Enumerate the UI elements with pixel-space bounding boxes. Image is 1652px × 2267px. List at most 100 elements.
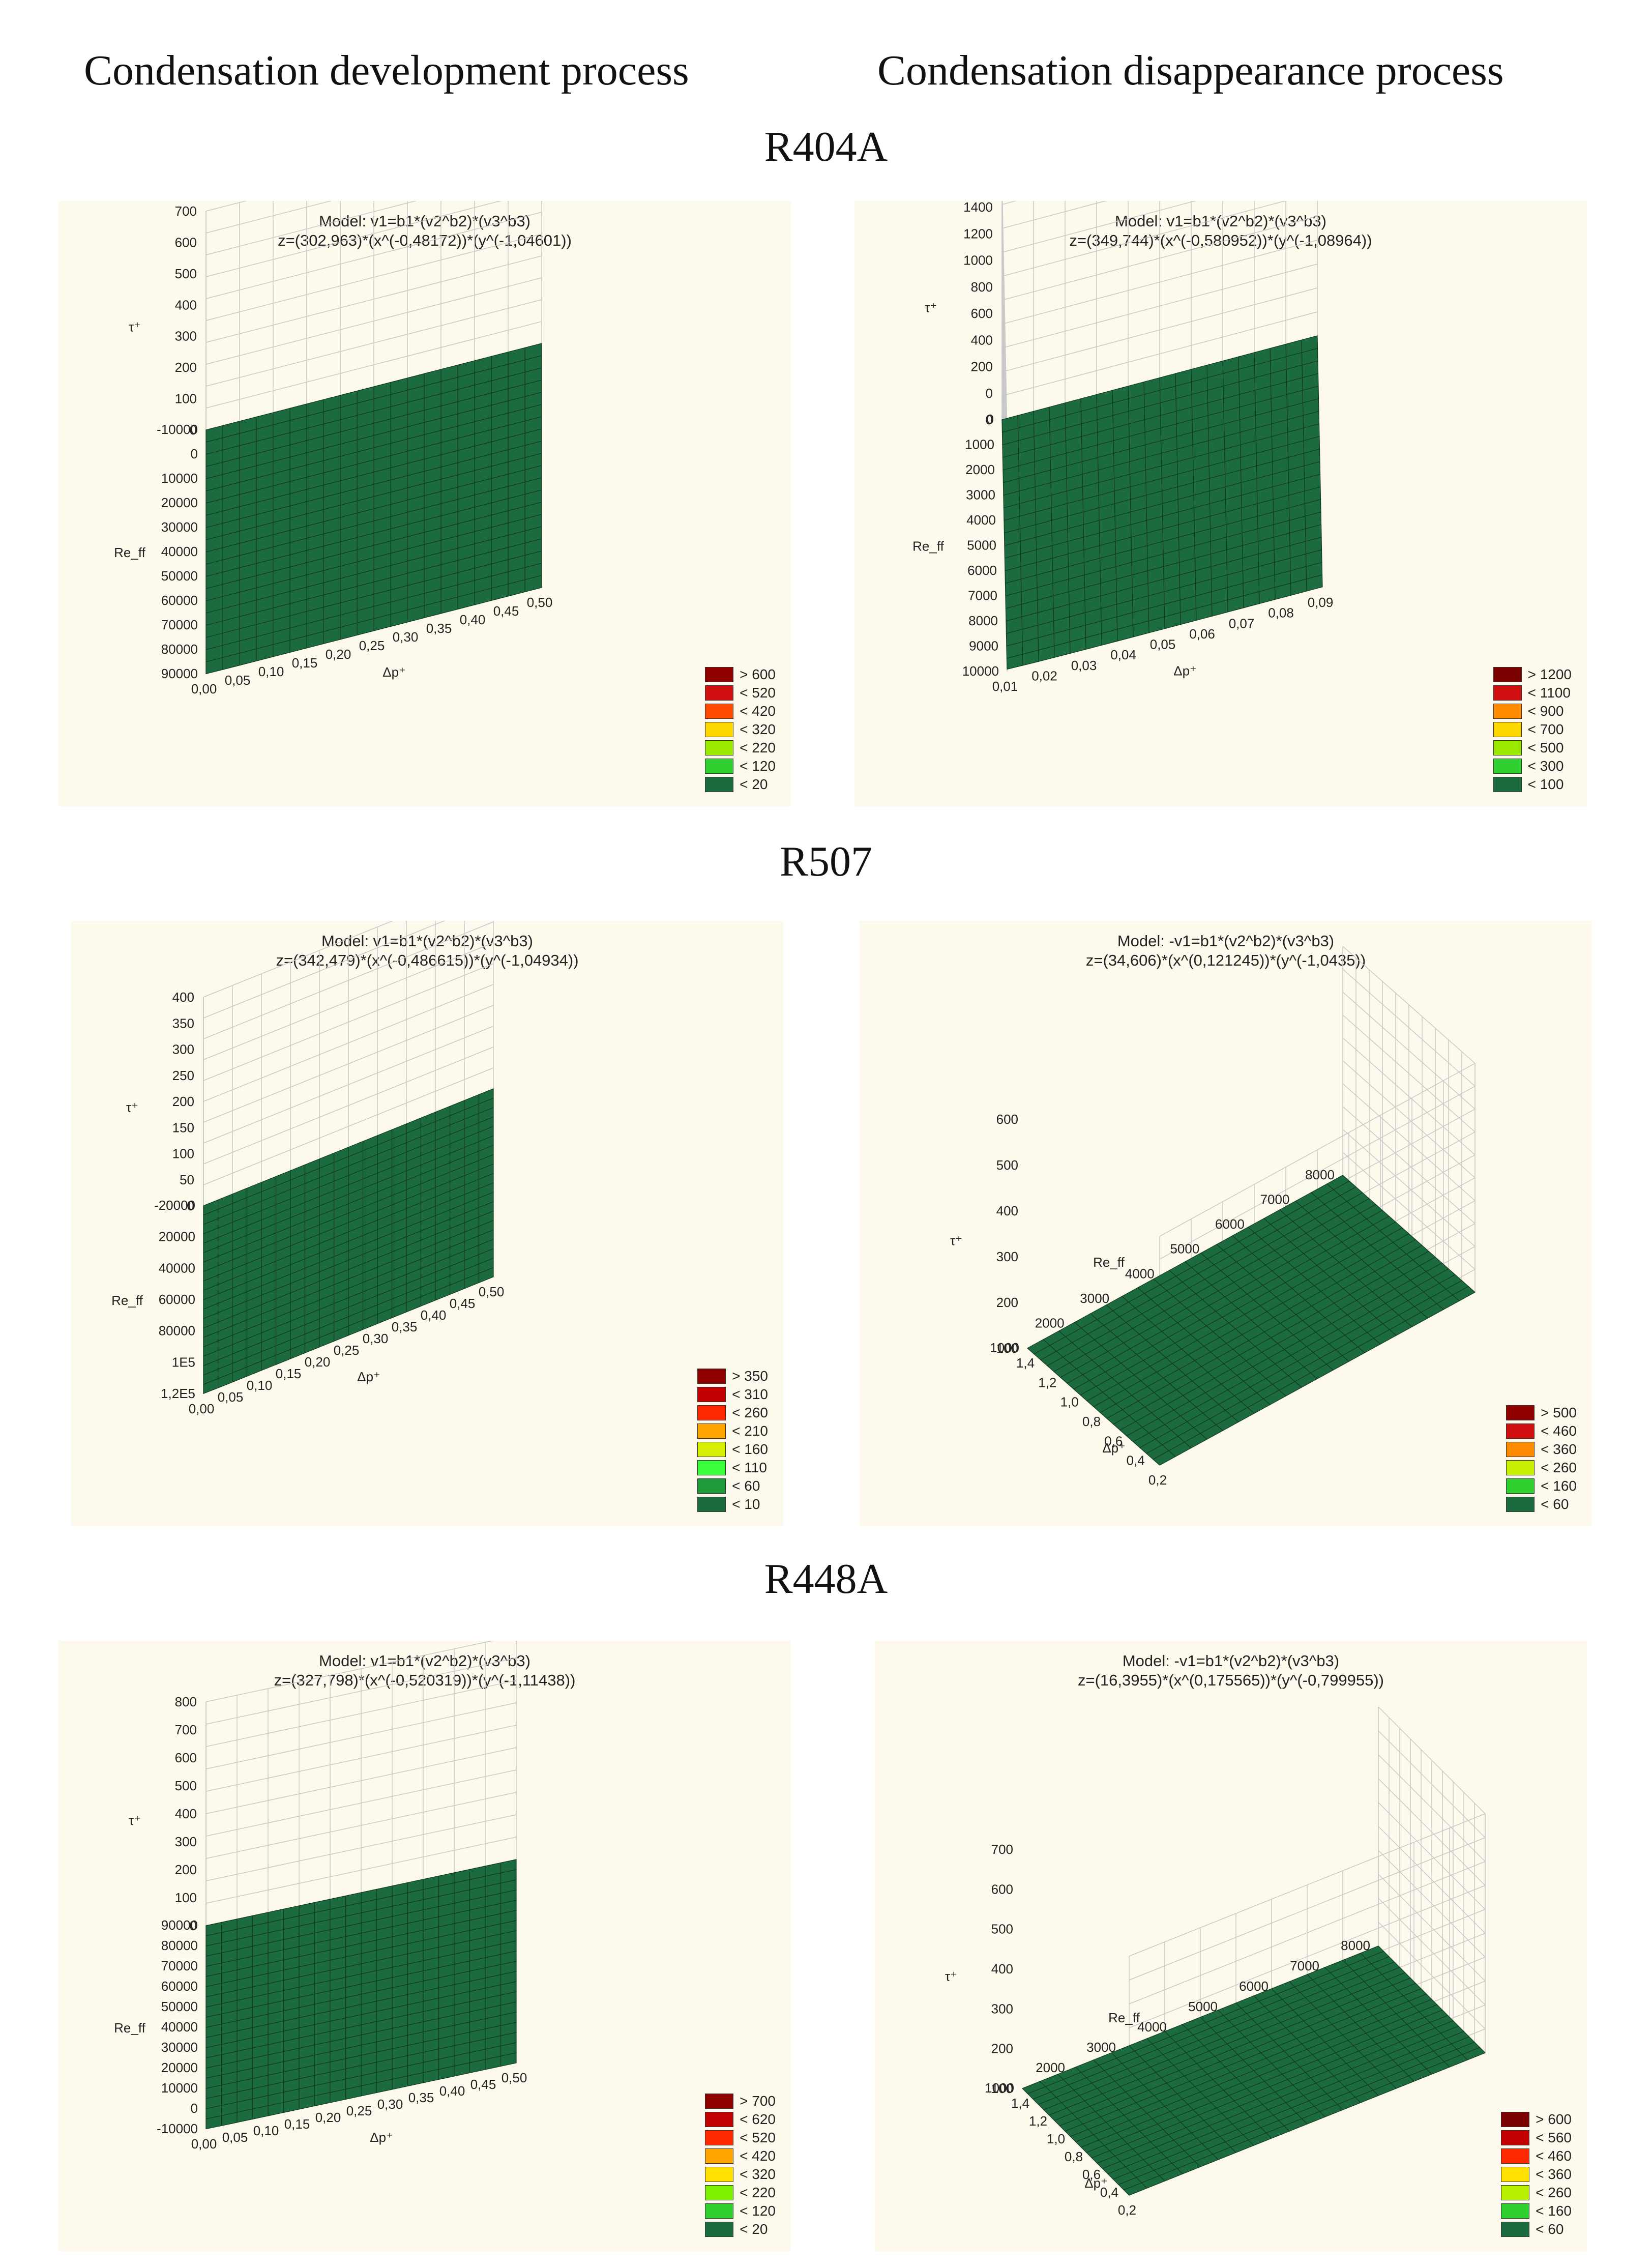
x-tick-label: 0,6	[1104, 1433, 1123, 1448]
surface-mesh	[1021, 1945, 1486, 2196]
x-tick-label: 0,00	[191, 681, 217, 696]
x-tick-label: 0,25	[334, 1343, 360, 1358]
chart-panel-r448a-disappearance: Model: -v1=b1*(v2^b2)*(v3^b3) z=(16,3955)…	[875, 1641, 1587, 2251]
surface-mesh	[205, 1859, 517, 2130]
surface-plot: 700 600 500 400 300 200 100 0 0,00 0,05 0,10 0,15 0,…	[114, 201, 552, 696]
y-axis-label: Re_ff	[114, 2020, 145, 2036]
z-tick-label: 50	[180, 1172, 194, 1187]
x-tick-label: 0,20	[326, 647, 351, 662]
legend-entry: > 350	[697, 1367, 768, 1385]
legend-entry: < 210	[697, 1422, 768, 1440]
legend-label: < 60	[1536, 2221, 1564, 2237]
grid-line	[1129, 1885, 1486, 2028]
grid-line	[1342, 992, 1476, 1110]
y-tick-label: 8000	[1341, 1938, 1370, 1953]
y-tick-label: -10000	[157, 2121, 198, 2136]
y-tick-label: 2000	[1035, 1315, 1065, 1330]
x-tick-label: 0,25	[359, 638, 385, 653]
legend-label: < 120	[740, 758, 776, 774]
z-tick-label: 300	[991, 2001, 1013, 2016]
surface-cell	[205, 657, 223, 675]
z-tick-label: 400	[175, 297, 197, 312]
chart-equation: z=(16,3955)*(x^(0,175565))*(y^(-0,799955…	[1077, 1671, 1384, 1689]
surface-cell	[1152, 1450, 1176, 1466]
legend-swatch	[705, 2130, 734, 2145]
x-tick-label: 0,08	[1268, 605, 1294, 621]
legend-swatch	[1493, 759, 1522, 774]
grid-line	[205, 201, 417, 255]
y-tick-label: 6000	[967, 563, 997, 578]
legend-label: < 260	[1541, 1460, 1577, 1475]
legend-swatch	[1493, 685, 1522, 701]
grid-line	[1342, 946, 1476, 1064]
y-tick-label: 2000	[965, 462, 995, 477]
legend-label: > 500	[1541, 1405, 1577, 1420]
x-axis-label: Δp⁺	[1173, 663, 1197, 679]
legend-label: < 460	[1536, 2148, 1572, 2164]
y-tick-label: 60000	[161, 593, 198, 608]
z-axis-label: τ⁺	[126, 1100, 138, 1115]
grid-line	[203, 984, 494, 1102]
grid-line	[1378, 1754, 1486, 1862]
z-tick-label: 0	[187, 1198, 194, 1213]
chart-panel-r507-disappearance: Model: -v1=b1*(v2^b2)*(v3^b3) z=(34,606)*…	[860, 921, 1592, 1526]
x-tick-label: 0,00	[189, 1401, 215, 1416]
x-axis-label: Δp⁺	[357, 1369, 380, 1384]
z-tick-label: 600	[175, 235, 197, 250]
chart-legend: > 350 < 310 < 260 < 210 < 160 < 110 < 60 < 10	[697, 1367, 768, 1514]
y-tick-label: 0	[987, 412, 994, 427]
grid-line	[205, 201, 502, 277]
z-axis-label: τ⁺	[129, 319, 141, 335]
y-tick-label: 0	[191, 2101, 198, 2116]
y-axis-label: Re_ff	[114, 545, 145, 560]
legend-entry: < 420	[705, 2147, 776, 2165]
z-tick-label: 0	[190, 1918, 197, 1933]
header-disappearance: Condensation disappearance process	[877, 47, 1504, 94]
y-tick-label: 20000	[161, 495, 198, 510]
grid-line	[1378, 1826, 1486, 1934]
legend-entry: < 110	[697, 1459, 768, 1477]
legend-swatch	[1501, 2222, 1530, 2237]
legend-entry: < 360	[1506, 1440, 1577, 1459]
grid-line	[205, 1702, 517, 1769]
y-tick-label: 6000	[1239, 1979, 1268, 1994]
y-tick-label: 3000	[966, 487, 995, 503]
legend-label: < 620	[740, 2111, 776, 2127]
legend-label: < 20	[740, 2221, 768, 2237]
y-tick-label: 90000	[161, 666, 198, 681]
z-tick-label: 500	[996, 1157, 1018, 1173]
x-tick-label: 0,10	[247, 1378, 273, 1393]
z-tick-label: 400	[991, 1961, 1013, 1977]
z-tick-label: 300	[996, 1249, 1018, 1264]
grid-line	[1001, 201, 1197, 253]
z-tick-label: 500	[175, 266, 197, 281]
y-tick-label: 50000	[161, 568, 198, 584]
legend-entry: < 420	[705, 702, 776, 720]
x-tick-label: 1,4	[1016, 1355, 1035, 1371]
axes: 800 700 600 500 400 300 200 100 0 0,00 0,05 0,10 0,1…	[114, 1694, 527, 2152]
x-tick-label: 0,06	[1189, 626, 1215, 642]
x-tick-label: 0,2	[1118, 2202, 1136, 2218]
x-tick-label: 0,00	[191, 2136, 217, 2152]
chart-legend: > 500 < 460 < 360 < 260 < 160 < 60	[1506, 1404, 1577, 1514]
legend-entry: < 500	[1493, 739, 1572, 757]
z-tick-label: 250	[172, 1068, 194, 1083]
legend-entry: < 560	[1501, 2129, 1572, 2147]
x-tick-label: 0,10	[253, 2123, 279, 2138]
legend-label: < 320	[740, 2166, 776, 2182]
chart-equation: z=(342,479)*(x^(-0,486615))*(y^(-1,04934…	[276, 951, 579, 969]
y-tick-label: 40000	[159, 1260, 195, 1275]
legend-label: > 600	[1536, 2111, 1572, 2127]
legend-entry: < 160	[1506, 1477, 1577, 1495]
y-tick-label: 6000	[1215, 1216, 1245, 1232]
legend-entry: < 300	[1493, 757, 1572, 775]
surface-plot: 400 350 300 250 200 150 100 50 0 0,000,050,100,15…	[111, 921, 504, 1416]
z-tick-label: 500	[991, 1922, 1013, 1937]
x-tick-label: 0,4	[1100, 2185, 1118, 2200]
y-tick-label: 70000	[161, 617, 198, 632]
z-tick-label: 400	[175, 1806, 197, 1821]
legend-entry: < 520	[705, 684, 776, 702]
x-tick-label: 0,10	[258, 664, 284, 679]
y-tick-label: 60000	[161, 1979, 198, 1994]
